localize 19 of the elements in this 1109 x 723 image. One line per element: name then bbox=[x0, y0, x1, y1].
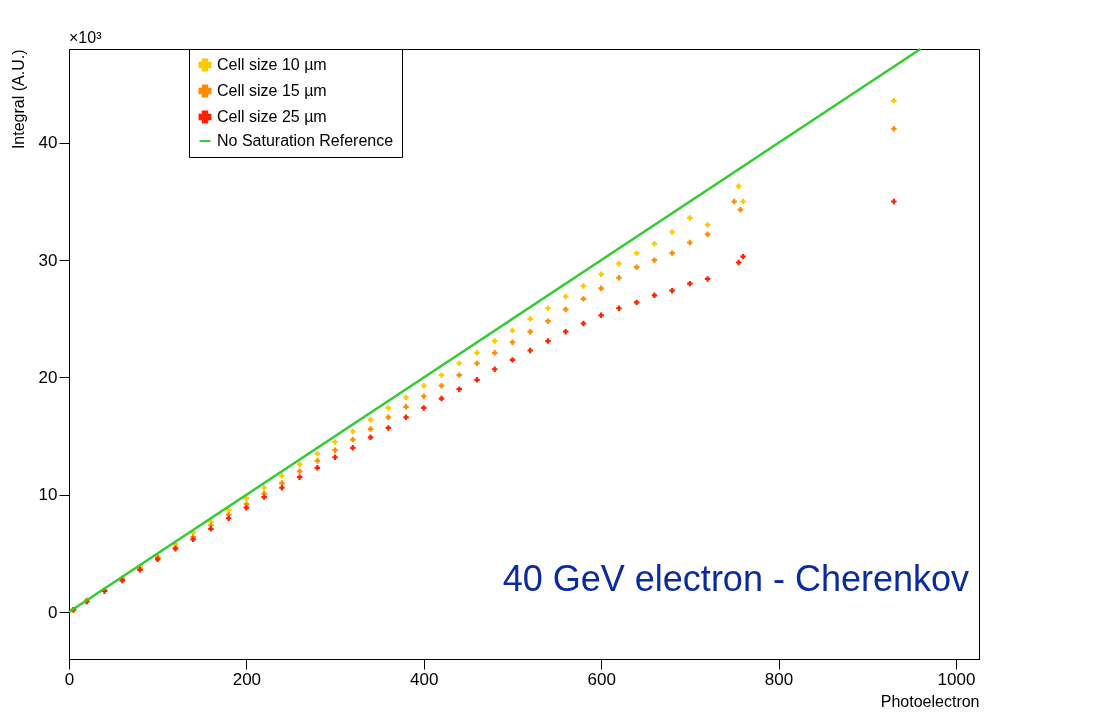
x-axis-title: Photoelectron bbox=[880, 692, 980, 710]
x-tick-label: 400 bbox=[410, 669, 439, 689]
text: ×10³ bbox=[69, 29, 103, 46]
legend-label: Cell size 15 µm bbox=[217, 82, 327, 99]
x-tick-label: 800 bbox=[764, 669, 794, 689]
x-tick-label: 0 bbox=[64, 669, 75, 689]
x-tick-label: 600 bbox=[587, 669, 616, 689]
y-tick-label: 20 bbox=[38, 367, 58, 387]
y-tick-label: 30 bbox=[38, 250, 58, 270]
y-tick-label: 40 bbox=[38, 133, 58, 153]
y-tick-label: 10 bbox=[38, 485, 58, 505]
y-axis-title: Integral (A.U.) bbox=[9, 49, 27, 150]
y-tick-label: 0 bbox=[48, 602, 58, 622]
legend-label: Cell size 25 µm bbox=[217, 108, 327, 125]
x-tick-label: 1000 bbox=[937, 669, 976, 689]
legend-label: No Saturation Reference bbox=[217, 132, 394, 149]
annotation: 40 GeV electron - Cherenkov bbox=[502, 558, 969, 599]
x-tick-label: 200 bbox=[232, 669, 262, 689]
legend-label: Cell size 10 µm bbox=[217, 56, 327, 73]
